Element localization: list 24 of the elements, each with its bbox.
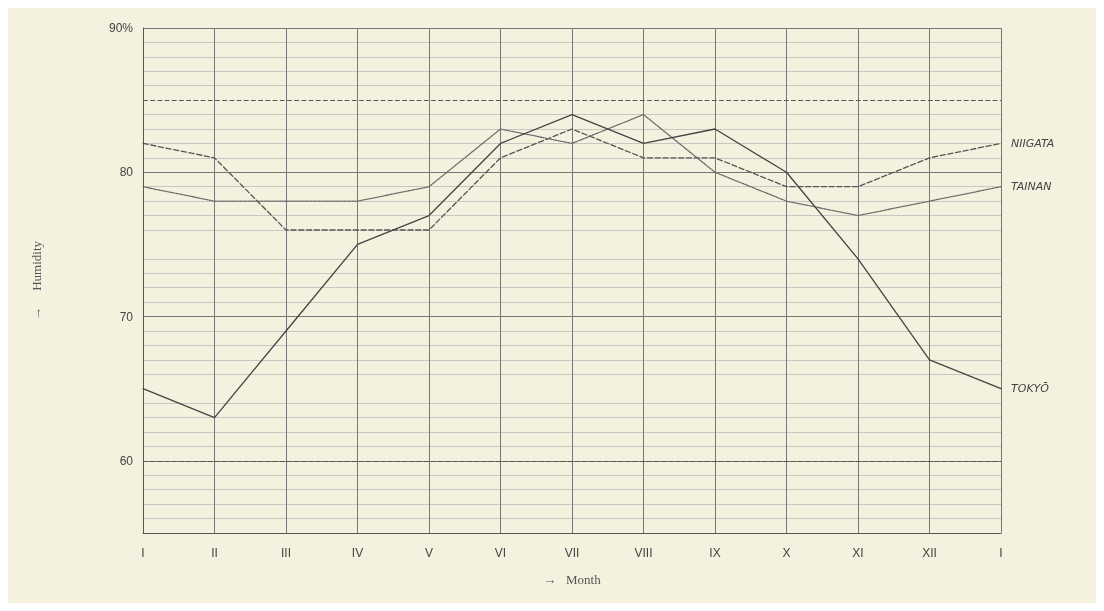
- x-tick-label: XI: [852, 546, 864, 560]
- x-tick-label: X: [782, 546, 791, 560]
- y-tick-label: 60: [119, 453, 134, 468]
- x-tick-label: II: [211, 546, 218, 560]
- y-tick-label: 70: [119, 309, 134, 324]
- y-tick-label: 80: [119, 165, 134, 180]
- y-axis-title: → Humidity: [29, 240, 44, 321]
- y-tick-label: 90%: [108, 21, 134, 35]
- x-tick-label: IX: [709, 546, 721, 560]
- x-tick-label: III: [280, 546, 292, 560]
- x-axis-title: → Month: [543, 572, 602, 587]
- x-tick-label: IV: [351, 546, 364, 560]
- series-label: NIIGATA: [1011, 136, 1055, 150]
- line-series: [142, 113, 1002, 217]
- x-tick-label: VI: [494, 546, 507, 560]
- series-label: TOKYŌ: [1011, 382, 1050, 396]
- x-tick-label: V: [424, 546, 434, 560]
- x-tick-label: VIII: [634, 546, 653, 560]
- line-series: [142, 113, 1002, 419]
- x-tick-label: VII: [564, 546, 580, 560]
- x-tick-label: I: [141, 546, 145, 560]
- x-tick-label: XII: [922, 546, 937, 560]
- x-tick-label: I: [999, 546, 1003, 560]
- series-label: TAINAN: [1011, 180, 1052, 194]
